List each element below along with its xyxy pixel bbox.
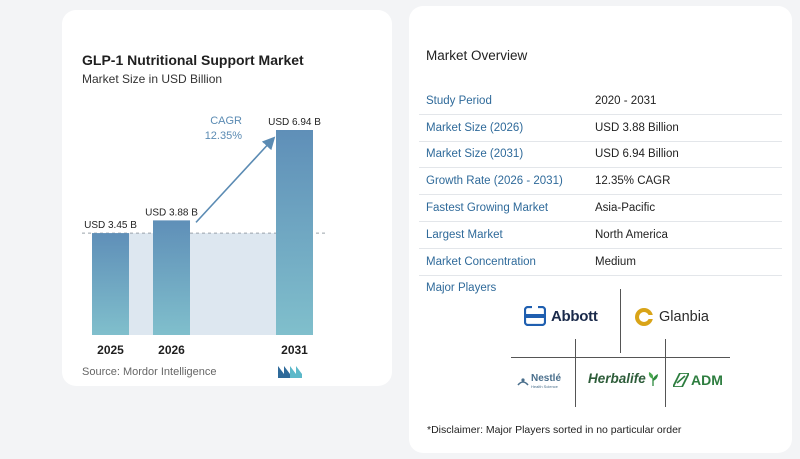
mordor-logo-icon xyxy=(278,366,302,378)
herbalife-name: Herbalife xyxy=(588,371,646,386)
row-label: Fastest Growing Market xyxy=(426,202,549,215)
bar-value-label: USD 6.94 B xyxy=(268,117,321,128)
overview-title: Market Overview xyxy=(426,48,528,63)
row-value: North America xyxy=(595,228,668,241)
row-label: Market Concentration xyxy=(426,255,536,268)
glanbia-logo-icon xyxy=(635,308,654,326)
source-note: Source: Mordor Intelligence xyxy=(82,366,217,378)
x-tick-label: 2025 xyxy=(97,343,124,357)
row-label: Growth Rate (2026 - 2031) xyxy=(426,175,563,188)
x-tick-label: 2026 xyxy=(158,343,185,357)
row-value: Medium xyxy=(595,255,636,268)
divider xyxy=(511,357,730,358)
adm-name: ADM xyxy=(691,372,723,388)
bar-2025 xyxy=(92,233,129,335)
overview-row: Market Size (2026) USD 3.88 Billion xyxy=(419,115,782,142)
overview-table: Study Period 2020 - 2031 Market Size (20… xyxy=(419,88,782,276)
bar-chart: USD 3.45 B 2025 USD 3.88 B 2026 USD 6.94 B 20… xyxy=(82,115,327,357)
nestle-wordmark: Nestlé Health Science xyxy=(531,373,562,390)
row-label: Market Size (2031) xyxy=(426,148,524,161)
nestle-nest-icon xyxy=(517,377,529,386)
glanbia-name: Glanbia xyxy=(659,309,709,325)
major-players-title: Major Players xyxy=(426,282,497,294)
row-label: Study Period xyxy=(426,94,492,107)
row-label: Largest Market xyxy=(426,228,503,241)
divider xyxy=(575,339,576,407)
bar-2031 xyxy=(276,130,313,335)
cagr-label: CAGR xyxy=(210,115,242,127)
disclaimer: *Disclaimer: Major Players sorted in no … xyxy=(427,424,682,436)
player-nestle: Nestlé Health Science xyxy=(517,374,561,389)
nestle-subname: Health Science xyxy=(531,384,558,389)
abbott-logo-icon xyxy=(524,306,546,326)
row-label: Market Size (2026) xyxy=(426,121,524,134)
overview-row: Market Concentration Medium xyxy=(419,249,782,276)
divider xyxy=(665,339,666,407)
herbalife-leaf-icon xyxy=(648,371,658,386)
player-herbalife: Herbalife xyxy=(588,371,659,386)
overview-row: Largest Market North America xyxy=(419,222,782,249)
overview-row: Market Size (2031) USD 6.94 Billion xyxy=(419,142,782,169)
overview-row: Growth Rate (2026 - 2031) 12.35% CAGR xyxy=(419,168,782,196)
cagr-value: 12.35% xyxy=(205,130,243,142)
chart-title: GLP-1 Nutritional Support Market xyxy=(82,52,304,68)
overview-row: Study Period 2020 - 2031 xyxy=(419,88,782,115)
row-value: 2020 - 2031 xyxy=(595,94,657,107)
row-value: Asia-Pacific xyxy=(595,202,656,215)
bar-2026 xyxy=(153,220,190,335)
row-value: 12.35% CAGR xyxy=(595,175,671,188)
bar-value-label: USD 3.45 B xyxy=(84,220,137,231)
player-glanbia: Glanbia xyxy=(634,307,709,327)
adm-logo-icon xyxy=(673,373,689,387)
market-overview-card: Market Overview Study Period 2020 - 2031… xyxy=(409,6,792,453)
abbott-name: Abbott xyxy=(551,307,598,325)
overview-row: Fastest Growing Market Asia-Pacific xyxy=(419,195,782,222)
row-value: USD 6.94 Billion xyxy=(595,148,679,161)
bar-value-label: USD 3.88 B xyxy=(145,207,198,218)
divider xyxy=(620,289,621,353)
player-adm: ADM xyxy=(673,372,723,388)
cagr-arrow-icon xyxy=(195,136,276,223)
x-tick-label: 2031 xyxy=(281,343,308,357)
chart-card: GLP-1 Nutritional Support Market Market … xyxy=(62,10,392,386)
row-value: USD 3.88 Billion xyxy=(595,121,679,134)
player-abbott: Abbott xyxy=(524,306,598,326)
nestle-name: Nestlé xyxy=(531,373,562,384)
chart-subtitle: Market Size in USD Billion xyxy=(82,72,223,86)
